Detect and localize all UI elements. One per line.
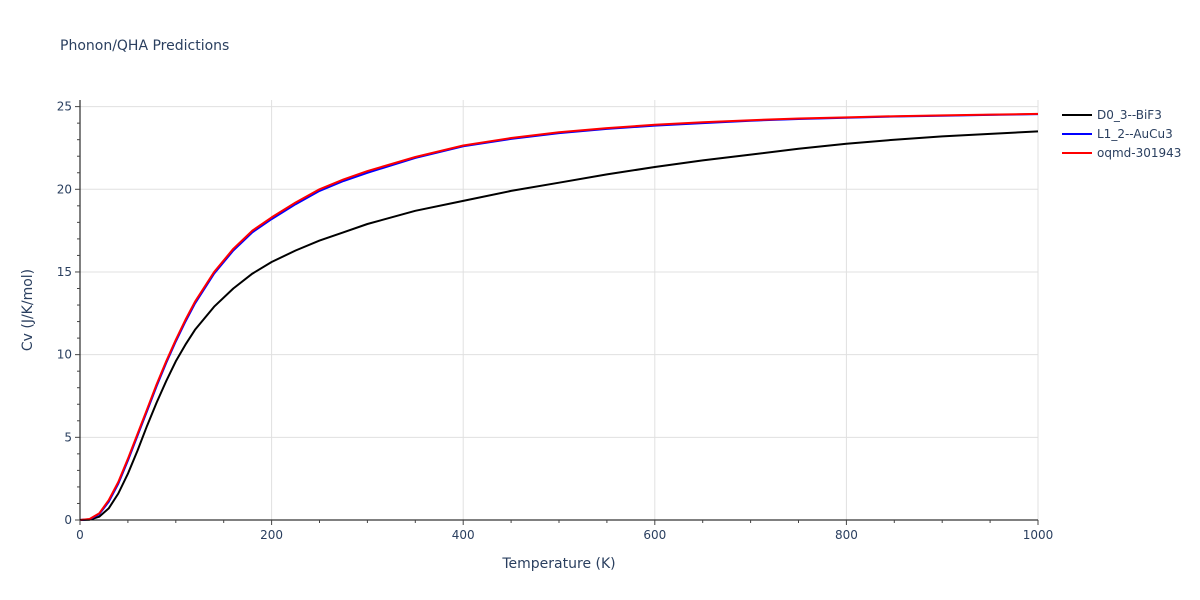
chart-title: Phonon/QHA Predictions (60, 38, 229, 54)
x-tick-label: 400 (452, 528, 475, 542)
y-tick-label: 25 (57, 100, 72, 114)
x-tick-label: 800 (835, 528, 858, 542)
legend-item[interactable]: D0_3--BiF3 (1062, 108, 1162, 122)
y-axis-title: Cv (J/K/mol) (20, 269, 36, 351)
y-tick-label: 10 (57, 348, 72, 362)
axes (79, 100, 1038, 521)
y-tick-label: 0 (64, 513, 72, 527)
grid (80, 100, 1039, 520)
series-line-2 (79, 112, 1039, 521)
x-axis-ticks: 0 200 400 600 800 1000 (76, 520, 1053, 542)
series-layer (79, 112, 1039, 521)
x-tick-label: 0 (76, 528, 84, 542)
legend[interactable]: D0_3--BiF3 L1_2--AuCu3 oqmd-301943 (1062, 108, 1181, 160)
legend-item[interactable]: L1_2--AuCu3 (1062, 127, 1173, 141)
series-line-0 (79, 130, 1039, 521)
y-tick-label: 15 (57, 265, 72, 279)
legend-label: L1_2--AuCu3 (1097, 127, 1173, 141)
x-tick-label: 600 (643, 528, 666, 542)
y-tick-label: 20 (57, 182, 72, 196)
y-axis-ticks: 0 5 10 15 20 25 (57, 100, 80, 527)
legend-item[interactable]: oqmd-301943 (1062, 146, 1181, 160)
legend-label: oqmd-301943 (1097, 146, 1181, 160)
series-line-1 (79, 113, 1039, 521)
legend-label: D0_3--BiF3 (1097, 108, 1162, 122)
x-tick-label: 1000 (1023, 528, 1054, 542)
x-tick-label: 200 (260, 528, 283, 542)
x-axis-title: Temperature (K) (501, 556, 615, 572)
y-tick-label: 5 (64, 430, 72, 444)
